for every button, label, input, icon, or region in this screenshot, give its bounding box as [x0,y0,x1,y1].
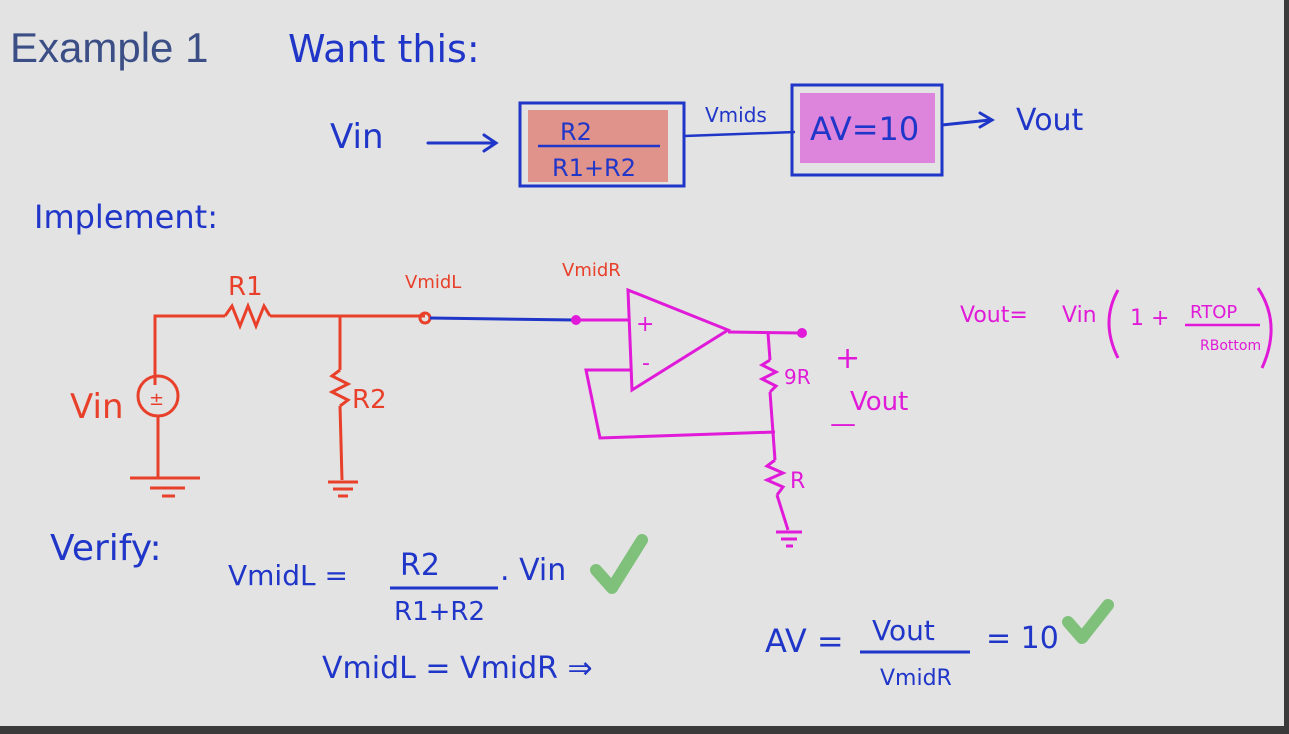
r1-resistor [223,301,272,331]
block-input-label: Vin [330,117,384,157]
mid-wire [683,130,796,138]
r-top-label: 9R [784,365,811,389]
left-wire [153,314,225,385]
vmidR-label: VmidR [562,260,621,281]
formula-left-paren [1107,289,1120,359]
r2-ground [328,480,358,498]
output-minus: — [830,409,856,439]
r2-label: R2 [352,385,387,415]
verify-heading: Verify: [50,528,162,569]
source-ground [130,476,200,498]
slide-title: Example 1 [10,24,209,71]
op-amp-minus: - [642,351,650,376]
block-diagram: Want this: Vin R2 R1+R2 Vmids AV=10 Vout [288,27,1084,188]
verify-eq3-lhs: AV = [765,622,844,660]
blue-connection-wire [429,316,576,322]
formula-denominator: RBottom [1200,338,1261,354]
gain-fill [800,93,935,163]
formula-one-plus: 1 + [1130,306,1169,331]
input-arrow [426,133,499,153]
gain-block [790,83,944,177]
r2-wire-bottom [338,405,344,481]
implement-heading: Implement: [34,198,218,236]
divider-denominator: R1+R2 [552,154,636,182]
verify-eq1-tail: . Vin [500,553,566,588]
formula-vin: Vin [1062,303,1097,328]
verify-eq2: VmidL = VmidR ⇒ [322,651,593,686]
vmidL-label: VmidL [405,272,461,293]
output-wire [727,330,801,335]
verify-check-2-icon [1062,599,1114,644]
block-heading: Want this: [288,27,480,71]
verify-eq1-numerator: R2 [400,548,440,583]
verify-eq3-tail: = 10 [986,621,1059,656]
r-bottom-label: R [790,469,805,494]
op-amp-plus: + [636,312,654,337]
r-top-wire [766,332,772,361]
mid-label: Vmids [705,103,767,127]
divider-block [518,101,686,188]
r-bottom-wire [775,494,790,531]
verify-eq3-numerator: Vout [872,614,935,647]
verify-eq1-denominator: R1+R2 [394,597,485,627]
verify-eq3-denominator: VmidR [880,666,952,691]
verify-check-1-icon [590,534,648,594]
op-amp-triangle [626,287,732,393]
vmidL-node [418,311,432,325]
op-amp-ground [776,530,802,548]
vin-source-label: Vin [70,387,124,427]
output-arrow [940,111,995,129]
verify-eq1-lhs: VmidL = [228,559,348,592]
output-plus: + [835,341,860,376]
formula-right-paren [1256,287,1273,369]
r-top-resistor [758,358,780,394]
output-vout-label: Vout [850,387,908,417]
divider-circuit: R1 VmidL ± Vin R2 [70,272,461,498]
divider-numerator: R2 [560,118,592,146]
r1-label: R1 [228,272,263,302]
feedback-wire [584,368,776,440]
r-bottom-resistor [763,458,787,496]
verify-section: Verify: VmidL = R2 R1+R2 . Vin VmidL = V… [50,528,1114,691]
formula-numerator: RTOP [1190,302,1237,323]
output-node [797,328,807,338]
formula-lhs: Vout= [960,303,1028,328]
op-amp-circuit: + - 9R R + Vout — [576,287,908,548]
r2-resistor [328,368,352,408]
gain-label: AV=10 [810,110,919,148]
block-output-label: Vout [1016,103,1084,138]
r-mid-wire [768,391,777,461]
source-plus-minus: ± [149,389,164,410]
gain-formula: Vout= Vin 1 + RTOP RBottom [960,287,1273,369]
